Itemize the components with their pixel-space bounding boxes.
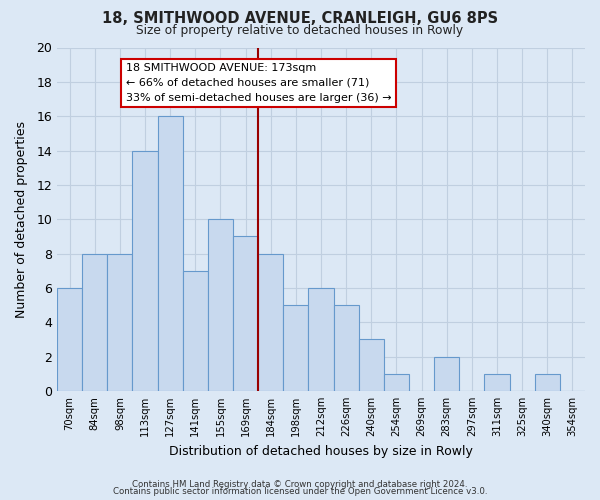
Bar — [158, 116, 183, 391]
Bar — [334, 305, 359, 391]
Text: Contains HM Land Registry data © Crown copyright and database right 2024.: Contains HM Land Registry data © Crown c… — [132, 480, 468, 489]
Bar — [82, 254, 107, 391]
Bar — [434, 356, 460, 391]
Bar — [535, 374, 560, 391]
Bar — [183, 270, 208, 391]
Y-axis label: Number of detached properties: Number of detached properties — [15, 120, 28, 318]
Text: Contains public sector information licensed under the Open Government Licence v3: Contains public sector information licen… — [113, 487, 487, 496]
Bar — [107, 254, 133, 391]
Bar — [384, 374, 409, 391]
Bar — [208, 219, 233, 391]
Bar — [283, 305, 308, 391]
Text: 18 SMITHWOOD AVENUE: 173sqm
← 66% of detached houses are smaller (71)
33% of sem: 18 SMITHWOOD AVENUE: 173sqm ← 66% of det… — [126, 63, 391, 102]
Bar — [308, 288, 334, 391]
Bar — [133, 150, 158, 391]
Bar — [359, 340, 384, 391]
Bar — [258, 254, 283, 391]
Text: Size of property relative to detached houses in Rowly: Size of property relative to detached ho… — [136, 24, 464, 37]
Text: 18, SMITHWOOD AVENUE, CRANLEIGH, GU6 8PS: 18, SMITHWOOD AVENUE, CRANLEIGH, GU6 8PS — [102, 11, 498, 26]
Bar — [57, 288, 82, 391]
Bar — [233, 236, 258, 391]
X-axis label: Distribution of detached houses by size in Rowly: Distribution of detached houses by size … — [169, 444, 473, 458]
Bar — [484, 374, 509, 391]
